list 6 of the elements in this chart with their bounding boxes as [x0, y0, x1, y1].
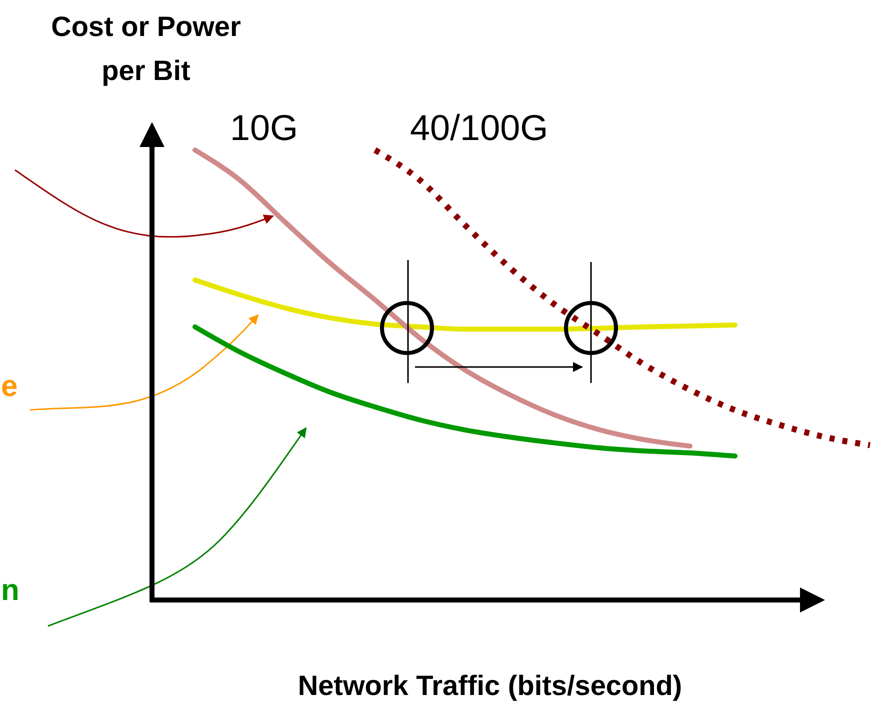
text: e	[1, 370, 18, 403]
series-label: 10G	[230, 107, 298, 148]
series-label: 40/100G	[410, 107, 548, 148]
text: n	[1, 574, 20, 607]
x-axis-title: Network Traffic (bits/second)	[298, 670, 682, 701]
y-axis-title: Cost or Power per Bit	[51, 11, 242, 86]
